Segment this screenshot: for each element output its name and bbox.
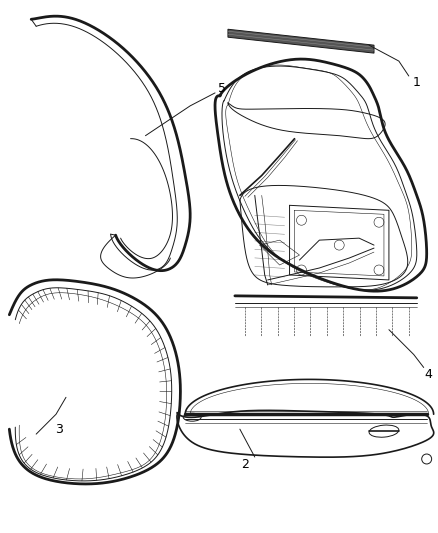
Text: 1: 1 [413, 76, 420, 90]
Text: 3: 3 [55, 423, 63, 435]
Text: 5: 5 [218, 83, 226, 95]
Text: 4: 4 [425, 368, 433, 381]
Text: 2: 2 [241, 458, 249, 472]
Polygon shape [228, 29, 374, 53]
